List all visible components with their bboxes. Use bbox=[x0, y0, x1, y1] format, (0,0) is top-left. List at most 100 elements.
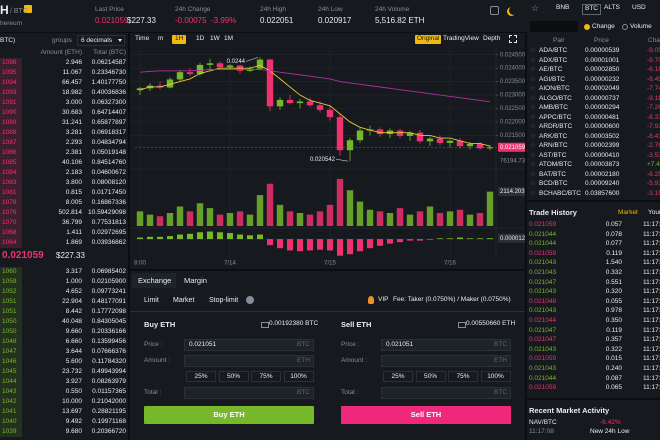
order-type[interactable]: Market bbox=[173, 297, 195, 304]
volume-bar bbox=[156, 216, 164, 226]
trade-amount: 0.078 bbox=[605, 230, 622, 238]
pair-price: 0.00000232 bbox=[585, 75, 620, 83]
ob-price: 1084 bbox=[2, 169, 17, 176]
trade-time: 11:17:43 bbox=[643, 307, 660, 315]
market-col: Change bbox=[648, 37, 660, 44]
depth-bar bbox=[0, 188, 22, 198]
percent-button[interactable]: 75% bbox=[448, 371, 478, 382]
macd-bar bbox=[237, 234, 243, 240]
depth-bar bbox=[0, 377, 22, 387]
ob-total: 0.28821195 bbox=[92, 408, 126, 415]
macd-bar bbox=[287, 239, 293, 251]
pair-star: ☆ bbox=[530, 85, 536, 92]
percent-button[interactable]: 100% bbox=[480, 371, 511, 382]
percent-button[interactable]: 50% bbox=[415, 371, 446, 382]
trade-time: 11:17:41 bbox=[643, 336, 660, 344]
ob-amount: 1.411 bbox=[66, 229, 82, 236]
macd-bar bbox=[137, 237, 143, 240]
chart-view[interactable]: Depth bbox=[483, 35, 501, 42]
interval[interactable]: m bbox=[158, 35, 164, 42]
ob-amount: 9.492 bbox=[65, 418, 82, 425]
theme-icon[interactable] bbox=[509, 6, 518, 15]
trade-time: 11:17:44 bbox=[643, 288, 660, 296]
pair-change: -2.76% bbox=[647, 142, 660, 149]
macd-bar bbox=[477, 238, 483, 240]
stat-label: 24h Volume bbox=[375, 6, 410, 13]
expand-icon[interactable] bbox=[509, 35, 517, 43]
percent-button[interactable]: 75% bbox=[251, 371, 281, 382]
percent-button[interactable]: 25% bbox=[186, 371, 216, 382]
input[interactable] bbox=[184, 339, 314, 351]
depth-bar bbox=[0, 98, 22, 108]
interval[interactable]: 1H bbox=[172, 35, 187, 44]
input-unit: BTC bbox=[494, 341, 507, 348]
trade-time: 11:17:43 bbox=[643, 297, 660, 305]
market-tab[interactable]: BNB bbox=[556, 4, 570, 11]
trade-price: 0.021043 bbox=[529, 269, 557, 276]
percent-button[interactable]: 100% bbox=[283, 371, 314, 382]
form-tab[interactable]: Margin bbox=[184, 276, 207, 285]
low-pointer bbox=[335, 158, 349, 162]
trades-tab[interactable]: Market bbox=[618, 209, 638, 216]
input[interactable] bbox=[184, 387, 314, 399]
percent-button[interactable]: 50% bbox=[218, 371, 249, 382]
interval[interactable]: 1M bbox=[224, 35, 234, 42]
field-label: Price : bbox=[341, 341, 360, 348]
trade-amount: 0.978 bbox=[605, 307, 622, 315]
submit-button[interactable]: Buy ETH bbox=[144, 406, 314, 424]
input[interactable] bbox=[381, 387, 511, 399]
trade-time: 11:17:48 bbox=[643, 221, 660, 228]
pair-change: -7.26% bbox=[647, 104, 660, 111]
ob-price: 1087 bbox=[2, 139, 17, 146]
stat-label: Last Price bbox=[95, 6, 124, 13]
form-tab[interactable]: Exchange bbox=[138, 276, 172, 285]
stat-value: 5,516.82 ETH bbox=[375, 16, 425, 25]
radio[interactable] bbox=[622, 24, 628, 30]
trade-time: 11:17:40 bbox=[643, 345, 660, 353]
ob-amount: 0.815 bbox=[65, 189, 82, 196]
last-price-tag bbox=[498, 142, 525, 152]
macd-bar bbox=[367, 239, 373, 249]
chart-view[interactable]: Original bbox=[415, 35, 442, 44]
activity-panel bbox=[527, 400, 660, 440]
depth-bar bbox=[0, 58, 22, 68]
interval[interactable]: 1D bbox=[196, 35, 205, 42]
pair-change: -7.74% bbox=[647, 85, 660, 92]
trade-price: 0.021043 bbox=[529, 288, 557, 296]
candle-body bbox=[426, 138, 434, 142]
search-box[interactable] bbox=[530, 21, 578, 32]
ob-total: 0.06918317 bbox=[91, 129, 126, 136]
candle-body bbox=[476, 144, 484, 149]
ob-amount: 40.106 bbox=[62, 159, 82, 166]
market-tab[interactable]: USD bbox=[632, 4, 646, 11]
trades-tab[interactable]: Your bbox=[648, 209, 660, 216]
percent-button[interactable]: 25% bbox=[383, 371, 413, 382]
star-icon[interactable]: ☆ bbox=[531, 3, 540, 13]
pair-price: 0.00003873 bbox=[585, 161, 620, 168]
pair-change: +7.44% bbox=[647, 161, 660, 168]
settings-icon[interactable] bbox=[490, 6, 499, 15]
pair-star: ☆ bbox=[530, 151, 536, 159]
ob-total: 1.40177750 bbox=[91, 79, 126, 86]
pair-price: 0.00000737 bbox=[585, 94, 620, 102]
radio[interactable] bbox=[584, 24, 590, 30]
ob-amount: 40.048 bbox=[62, 318, 82, 325]
order-type[interactable]: Stop-limit bbox=[209, 297, 239, 304]
market-tab[interactable]: BTC bbox=[582, 4, 601, 15]
fee: Fee: Taker (0.0750%) / Maker (0.0750%) bbox=[393, 296, 511, 303]
submit-button[interactable]: Sell ETH bbox=[341, 406, 511, 424]
input[interactable] bbox=[184, 355, 314, 367]
ob-decimals[interactable]: 6 decimals bbox=[77, 35, 125, 46]
input[interactable] bbox=[381, 355, 511, 367]
input[interactable] bbox=[381, 339, 511, 351]
macd-bar bbox=[307, 239, 313, 251]
y-tick-label: 0.022500 bbox=[500, 106, 525, 112]
macd-bar bbox=[207, 231, 213, 240]
market-tab[interactable]: ALTS bbox=[604, 4, 620, 11]
interval[interactable]: 1W bbox=[210, 35, 220, 42]
y-tick-label: 0.023500 bbox=[500, 79, 525, 85]
order-type[interactable]: Limit bbox=[144, 297, 159, 304]
ob-price: 1094 bbox=[2, 79, 17, 86]
chart-view[interactable]: TradingView bbox=[443, 35, 479, 42]
